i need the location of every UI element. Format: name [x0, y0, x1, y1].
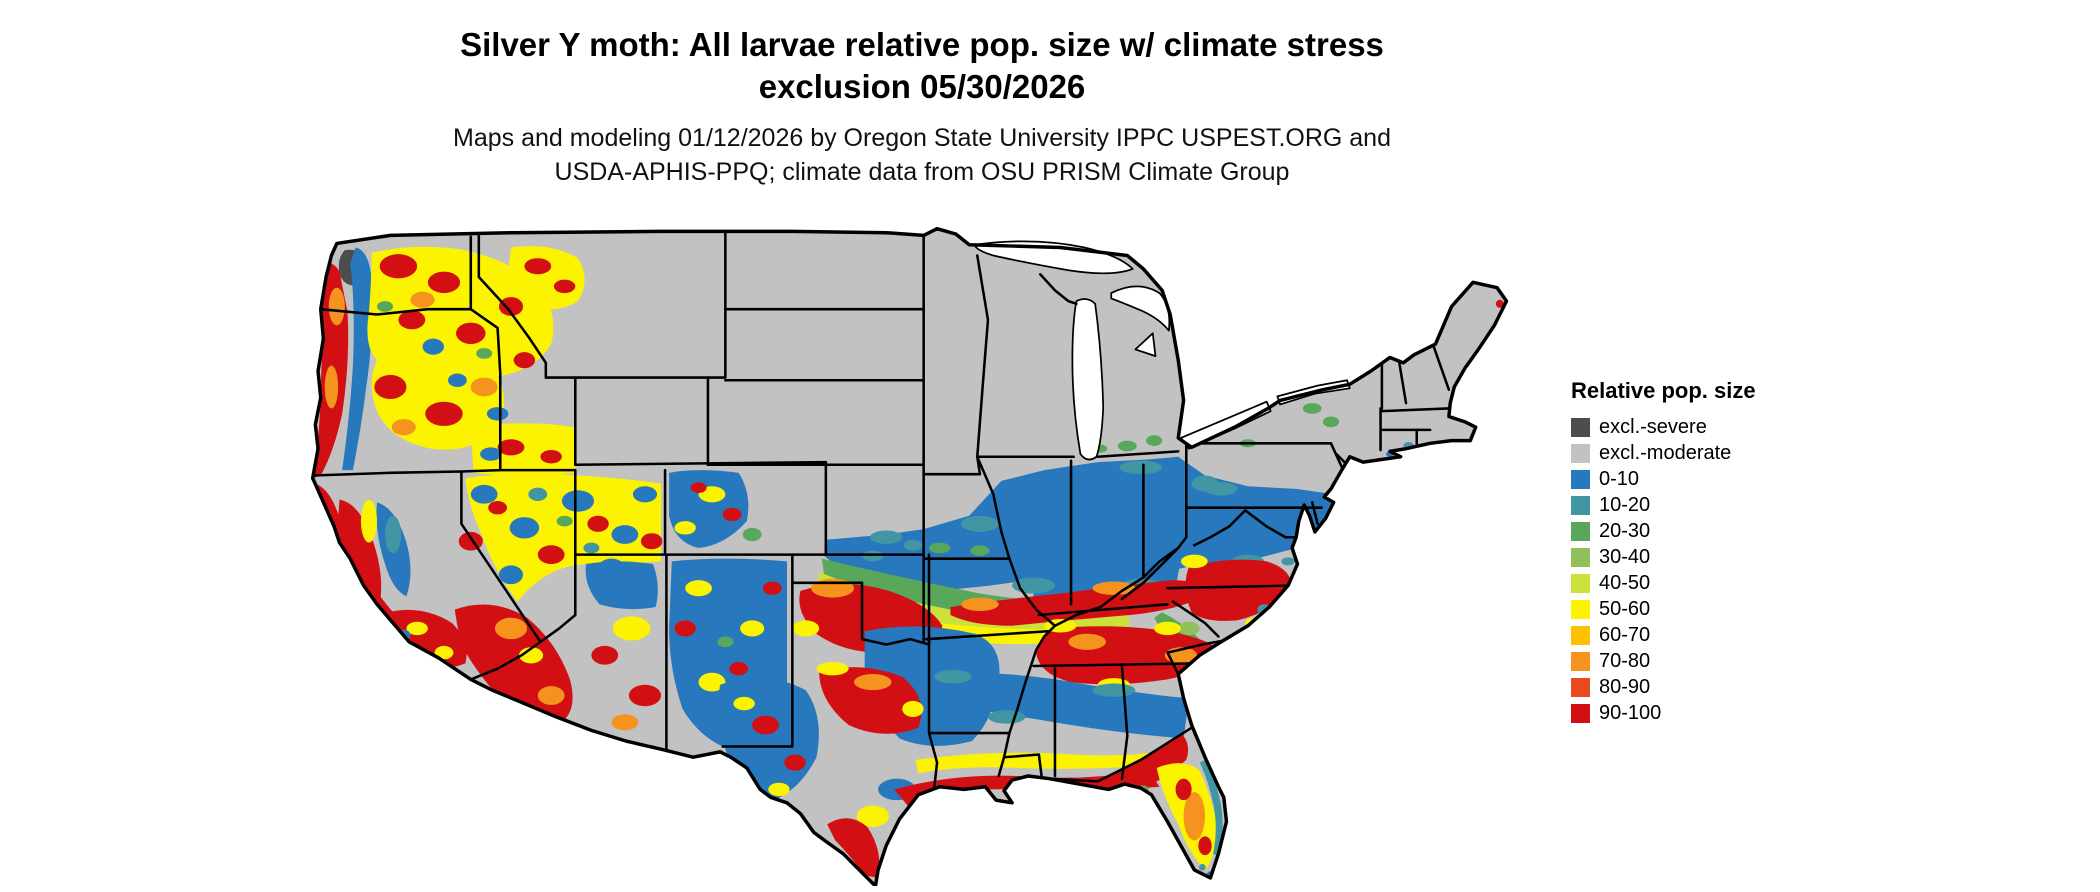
- legend-label: 20-30: [1599, 520, 1651, 542]
- lake-erie: [1180, 400, 1272, 450]
- great-lakes: [973, 240, 1351, 461]
- legend-item: 80-90: [1571, 674, 1831, 700]
- legend-swatch: [1571, 625, 1590, 645]
- lake-huron: [1110, 285, 1171, 332]
- legend-swatch: [1571, 469, 1590, 489]
- legend-item: 60-70: [1571, 622, 1831, 648]
- legend-label: 90-100: [1599, 702, 1662, 724]
- legend-swatch: [1571, 417, 1590, 437]
- legend-label: 80-90: [1599, 676, 1651, 698]
- map-legend: Relative pop. size excl.-severe excl.-mod…: [1571, 378, 1831, 726]
- credits-line-1: Maps and modeling 01/12/2026 by Oregon S…: [453, 124, 1391, 152]
- legend-item: 70-80: [1571, 648, 1831, 674]
- us-outline: [310, 226, 1509, 886]
- legend-label: 60-70: [1599, 624, 1651, 646]
- legend-label: 50-60: [1599, 598, 1651, 620]
- legend-swatch: [1571, 495, 1590, 515]
- legend-item: 30-40: [1571, 544, 1831, 570]
- legend-item: 90-100: [1571, 700, 1831, 726]
- legend-items: excl.-severe excl.-moderate 0-10 10-20 20-30…: [1571, 414, 1831, 726]
- legend-item: 10-20: [1571, 492, 1831, 518]
- legend-label: excl.-moderate: [1599, 442, 1732, 464]
- legend-label: 30-40: [1599, 546, 1651, 568]
- legend-item: 20-30: [1571, 518, 1831, 544]
- legend-swatch: [1571, 651, 1590, 671]
- page-title: Silver Y moth: All larvae relative pop. …: [0, 24, 1844, 108]
- legend-swatch: [1571, 547, 1590, 567]
- legend-label: 70-80: [1599, 650, 1651, 672]
- lake-superior: [973, 240, 1134, 275]
- us-map: [310, 226, 1540, 886]
- legend-title: Relative pop. size: [1571, 378, 1756, 403]
- legend-item: excl.-severe: [1571, 414, 1831, 440]
- legend-swatch: [1571, 521, 1590, 541]
- legend-item: 40-50: [1571, 570, 1831, 596]
- legend-item: 50-60: [1571, 596, 1831, 622]
- legend-swatch: [1571, 703, 1590, 723]
- map-credits: Maps and modeling 01/12/2026 by Oregon S…: [0, 122, 1844, 189]
- legend-label: 10-20: [1599, 494, 1651, 516]
- legend-swatch: [1571, 443, 1590, 463]
- legend-item: excl.-moderate: [1571, 440, 1831, 466]
- us-map-svg: [310, 226, 1509, 886]
- legend-swatch: [1571, 573, 1590, 593]
- legend-swatch: [1571, 677, 1590, 697]
- state-borders: [312, 231, 1451, 789]
- lake-michigan: [1071, 298, 1105, 461]
- title-line-1: Silver Y moth: All larvae relative pop. …: [460, 26, 1384, 63]
- saginaw-bay: [1134, 332, 1157, 357]
- legend-label: excl.-severe: [1599, 416, 1707, 438]
- legend-item: 0-10: [1571, 466, 1831, 492]
- title-line-2: exclusion 05/30/2026: [758, 68, 1086, 106]
- credits-line-2: USDA-APHIS-PPQ; climate data from OSU PR…: [554, 157, 1290, 186]
- legend-label: 0-10: [1599, 468, 1640, 490]
- legend-swatch: [1571, 599, 1590, 619]
- legend-label: 40-50: [1599, 572, 1651, 594]
